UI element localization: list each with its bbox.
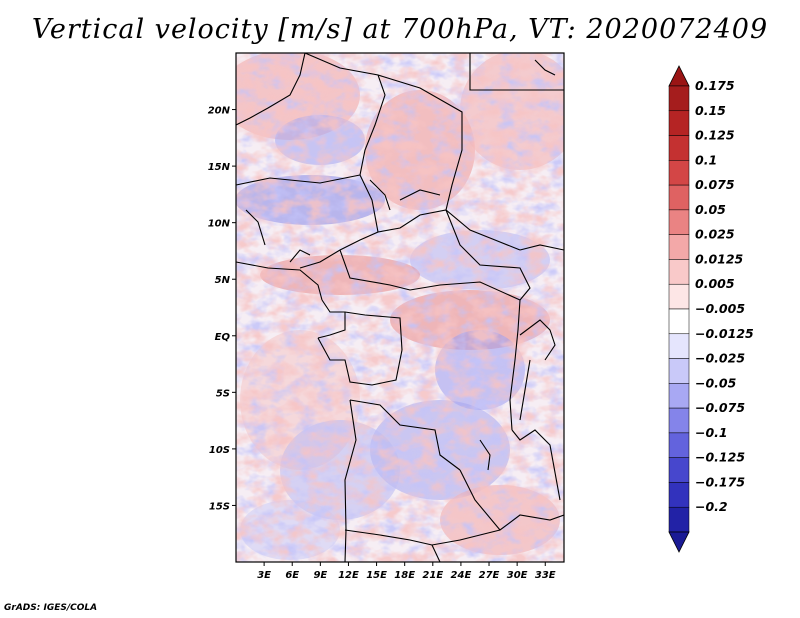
colorbar-level-label: −0.175 <box>695 474 745 489</box>
colorbar-swatch <box>668 184 690 211</box>
lon-tick-label: 3E <box>257 570 271 581</box>
colorbar-swatch <box>668 160 690 186</box>
colorbar-level-label: 0.0125 <box>695 251 744 266</box>
colorbar-swatch <box>668 358 690 384</box>
colorbar-level-label: 0.05 <box>695 202 726 217</box>
colorbar-level-label: −0.125 <box>695 450 745 465</box>
colorbar-swatch <box>668 85 690 112</box>
colorbar-swatch <box>668 333 690 359</box>
lon-tick-label: 9E <box>313 570 327 581</box>
lon-tick-label: 21E <box>422 570 443 581</box>
lon-tick-label: 12E <box>338 570 359 581</box>
colorbar-swatch <box>668 506 690 533</box>
map-frame <box>235 52 565 563</box>
colorbar-swatch <box>668 135 690 161</box>
colorbar-swatch <box>668 432 690 458</box>
lat-tick-label: EQ <box>215 332 231 343</box>
lon-tick-label: 15E <box>366 570 387 581</box>
colorbar-level-label: 0.005 <box>695 276 735 291</box>
colorbar-swatch <box>668 259 690 285</box>
country-boundaries <box>236 53 564 562</box>
colorbar-swatch <box>668 407 690 434</box>
lat-tick-label: 5N <box>215 275 231 286</box>
colorbar-level-label: 0.175 <box>695 78 735 93</box>
colorbar-swatch <box>668 482 690 508</box>
colorbar-level-label: −0.005 <box>695 301 745 316</box>
colorbar-swatch <box>668 283 690 310</box>
colorbar-swatch <box>668 457 690 483</box>
lon-tick-label: 24E <box>451 570 472 581</box>
colorbar-level-label: 0.075 <box>695 177 735 192</box>
colorbar-level-label: −0.05 <box>695 375 737 390</box>
colorbar: 0.175 0.15 0.125 0.1 0.075 0.05 0.025 0.0125 0.0… <box>668 65 754 553</box>
colorbar-swatch <box>668 110 690 136</box>
latitude-ticks: 20N 15N 10N 5N EQ 5S 10S 15S <box>208 106 236 512</box>
lon-tick-label: 27E <box>479 570 500 581</box>
colorbar-swatch <box>668 383 690 409</box>
grads-credit: GrADS: IGES/COLA <box>4 603 98 613</box>
lat-tick-label: 15N <box>208 162 231 173</box>
lon-tick-label: 18E <box>394 570 415 581</box>
colorbar-level-label: 0.15 <box>695 103 726 118</box>
colorbar-level-label: −0.075 <box>695 400 745 415</box>
lat-tick-label: 10N <box>208 219 231 230</box>
lon-tick-label: 33E <box>535 570 556 581</box>
vertical-velocity-field <box>236 53 564 562</box>
lon-tick-label: 6E <box>285 570 299 581</box>
lon-tick-label: 30E <box>507 570 528 581</box>
colorbar-level-label: −0.1 <box>695 425 728 440</box>
colorbar-level-label: 0.1 <box>695 152 717 167</box>
colorbar-bottom-arrow <box>668 531 690 553</box>
lat-tick-label: 15S <box>209 501 230 512</box>
colorbar-level-label: −0.025 <box>695 351 745 366</box>
colorbar-swatch <box>668 308 690 335</box>
colorbar-level-label: 0.125 <box>695 128 735 143</box>
map-title: Vertical velocity [m/s] at 700hPa, VT: 2… <box>31 14 769 45</box>
lat-tick-label: 10S <box>209 445 230 456</box>
lat-tick-label: 20N <box>208 106 231 117</box>
colorbar-level-label: −0.0125 <box>695 326 754 341</box>
colorbar-swatch <box>668 234 690 260</box>
longitude-ticks: 3E 6E 9E 12E 15E 18E 21E 24E 27E 30E 33E <box>257 562 556 581</box>
colorbar-swatch <box>668 209 690 235</box>
colorbar-level-label: 0.025 <box>695 227 735 242</box>
colorbar-top-arrow <box>668 65 690 87</box>
lat-tick-label: 5S <box>216 388 230 399</box>
colorbar-level-label: −0.2 <box>695 499 728 514</box>
